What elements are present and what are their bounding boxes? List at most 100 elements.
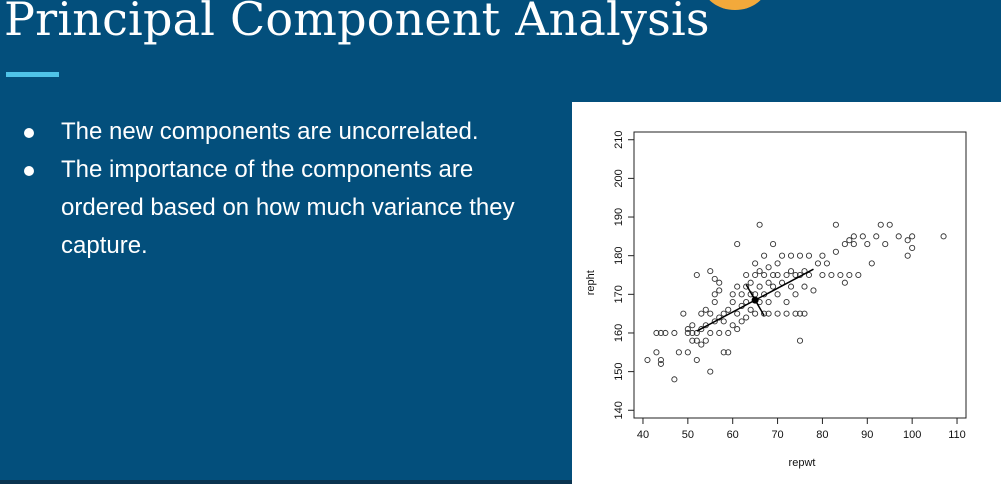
data-point [684, 326, 691, 333]
data-point [761, 252, 768, 259]
data-point [904, 252, 911, 259]
data-point [850, 241, 857, 248]
scatter-plot-figure: 40 50 60 70 80 90 100 110 140 150 160 170 180 190 200 2… [572, 102, 1001, 484]
data-point [783, 271, 790, 279]
data-point [743, 283, 750, 290]
x-tick-label: 40 [637, 429, 649, 441]
plot-frame [633, 131, 967, 419]
bullet-item: The new components are uncorrelated. [22, 113, 522, 151]
data-point [787, 252, 795, 259]
data-point [725, 306, 732, 313]
data-point [756, 268, 763, 275]
data-point [711, 275, 718, 282]
data-point [711, 299, 718, 306]
data-point [792, 291, 799, 298]
bullet-item: The importance of the components are ord… [22, 151, 522, 265]
data-point [873, 233, 880, 240]
data-point [761, 310, 768, 317]
slide-title: Principal Component Analysis [4, 0, 710, 46]
data-point [743, 271, 750, 279]
data-point [671, 376, 678, 383]
data-point [819, 252, 826, 259]
data-point [787, 283, 795, 290]
data-point [693, 271, 700, 279]
data-point [707, 368, 714, 375]
data-point [770, 283, 777, 290]
data-point [805, 252, 813, 259]
data-point [774, 310, 781, 317]
bullet-dot-icon [24, 128, 34, 138]
data-point [877, 221, 884, 228]
data-point [837, 271, 844, 279]
data-point [940, 233, 947, 240]
data-point [823, 260, 830, 267]
data-point [684, 349, 691, 356]
data-point [689, 329, 696, 337]
data-point [841, 279, 848, 286]
data-point [711, 318, 718, 325]
data-point [657, 329, 664, 337]
bullet-text: The new components are uncorrelated. [61, 118, 479, 145]
data-point [734, 310, 741, 317]
data-point [725, 349, 732, 356]
data-point [756, 283, 763, 290]
data-point [868, 260, 875, 267]
data-point [707, 329, 714, 337]
data-point [689, 337, 696, 344]
data-point [765, 310, 772, 317]
data-point [720, 318, 727, 325]
data-point [846, 237, 853, 244]
data-point [783, 299, 790, 306]
y-tick-label: 140 [613, 401, 625, 419]
data-point [756, 221, 763, 228]
data-point [765, 264, 772, 271]
data-point [698, 326, 705, 333]
data-point [675, 349, 682, 356]
y-tick-label: 190 [613, 208, 625, 226]
bullet-text: The importance of the components are ord… [61, 156, 515, 259]
x-tick-label: 90 [861, 429, 873, 441]
data-point [711, 291, 718, 298]
data-point [846, 271, 853, 279]
data-point [864, 241, 871, 248]
data-point [774, 271, 781, 279]
y-tick-label: 200 [613, 169, 625, 187]
data-point [716, 279, 723, 286]
data-point [707, 310, 714, 317]
data-point [698, 310, 705, 317]
data-point [859, 233, 866, 240]
data-point [828, 271, 835, 279]
data-point [796, 337, 804, 344]
data-point [752, 310, 759, 317]
data-point [752, 260, 759, 267]
data-point [738, 318, 745, 325]
data-point [814, 260, 821, 267]
data-point [684, 329, 691, 337]
bullet-dot-icon [24, 166, 34, 176]
data-point [819, 271, 826, 279]
data-point [747, 279, 754, 286]
data-point [832, 221, 839, 228]
data-point [810, 287, 817, 294]
data-point [783, 310, 790, 317]
data-point [779, 252, 786, 259]
data-point [747, 306, 754, 313]
y-tick-label: 170 [613, 285, 625, 303]
data-point [653, 349, 660, 356]
data-point [702, 306, 709, 313]
data-point [729, 299, 736, 306]
data-point [734, 283, 741, 290]
x-tick-label: 80 [816, 429, 828, 441]
y-tick-label: 210 [613, 131, 625, 149]
data-point [734, 241, 741, 248]
data-point [796, 252, 804, 259]
data-point [765, 299, 772, 306]
data-point [886, 221, 893, 228]
x-tick-label: 50 [682, 429, 694, 441]
data-point [729, 322, 736, 329]
data-point [850, 233, 857, 240]
data-point [792, 310, 799, 317]
data-point [707, 268, 714, 275]
x-tick-label: 100 [903, 429, 921, 441]
x-tick-label: 70 [771, 429, 783, 441]
